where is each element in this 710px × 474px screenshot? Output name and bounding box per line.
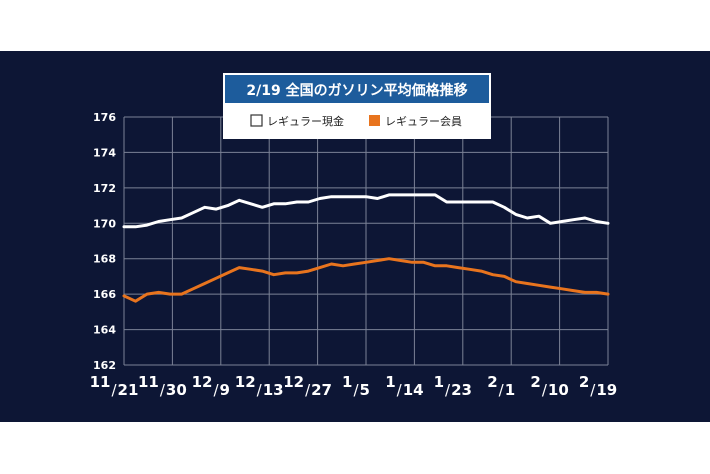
title-bar [225,75,489,103]
legend-label-cash: レギュラー現金 [267,114,344,128]
y-tick-label: 172 [93,182,116,195]
y-tick-label: 168 [93,253,116,266]
y-axis: 176 174 172 170 168 166 164 162 [93,111,116,372]
x-tick-label: 2/1 [487,373,515,399]
grid [123,116,609,366]
x-tick-label: 2/10 [530,373,568,399]
x-axis: 11/21 11/30 12/9 12/13 12/27 1/5 1/14 1/23 2/1 2/… [90,373,618,399]
y-tick-label: 162 [93,359,116,372]
x-tick-label: 11/30 [138,373,187,399]
x-tick-label: 12/13 [235,373,284,399]
chart-title: 2/19 全国のガソリン平均価格推移 [246,82,467,99]
y-tick-label: 176 [93,111,116,124]
legend-swatch-member [369,115,380,126]
x-tick-label: 1/5 [342,373,370,399]
x-tick-label: 11/21 [90,373,139,399]
y-tick-label: 166 [93,288,116,301]
x-tick-label: 2/19 [579,373,617,399]
y-tick-label: 170 [93,217,116,230]
legend-label-member: レギュラー会員 [385,115,462,128]
legend-swatch-cash [250,114,263,127]
x-tick-label: 1/14 [385,373,423,399]
series-line-member [122,257,610,303]
series-line-cash [122,193,610,229]
x-tick-label: 1/23 [434,373,472,399]
x-tick-label: 12/27 [283,373,332,399]
title-box: 2/19 全国のガソリン平均価格推移 レギュラー現金 レギュラー会員 [223,73,491,139]
y-tick-label: 174 [93,146,116,159]
series [122,193,610,303]
x-tick-label: 12/9 [192,373,230,399]
y-tick-label: 164 [93,324,116,337]
